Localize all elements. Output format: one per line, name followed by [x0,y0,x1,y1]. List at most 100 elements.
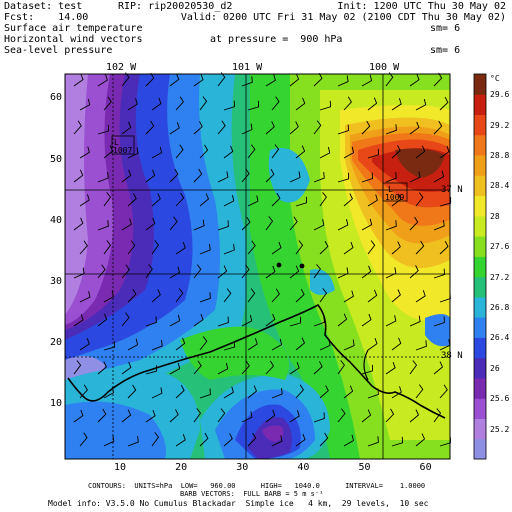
colorbar-unit: °C [490,74,500,83]
wind-barb [151,289,161,303]
wind-barb [151,146,163,159]
wind-barb [289,171,301,183]
wind-barb [247,288,256,303]
wind-barb [97,361,107,375]
wind-barb [313,412,325,423]
wind-barb [409,73,420,87]
color-bar [474,74,486,460]
wind-barb [247,100,260,111]
wind-barb [145,264,153,279]
wind-barb [217,120,226,135]
wind-barb [199,292,211,303]
wind-barb [319,288,328,303]
wind-barb [193,219,205,231]
wind-barb [415,192,424,207]
wind-barb [271,144,280,159]
wind-barb [271,96,280,111]
wind-barb [289,121,299,135]
wind-barb [97,74,108,87]
wind-barb [439,145,450,159]
wind-barb [433,72,443,87]
temperature-field [65,74,450,459]
wind-barb [247,385,258,399]
wind-barb [103,96,112,111]
wind-barb [271,435,283,447]
field3-smoothing: sm= 6 [430,45,461,56]
wind-barb [199,336,208,351]
wind-barb [313,72,323,87]
wind-barb [151,387,163,399]
wind-barb [127,384,137,399]
wind-barb [241,411,253,423]
wind-barb [433,120,443,135]
wind-barb [121,169,132,183]
wind-barb [289,265,300,279]
wind-barb [193,264,202,279]
wind-barb [217,220,229,231]
wind-barb [97,171,109,183]
wind-barb [391,386,402,399]
wind-barb [145,365,158,375]
field-wind-vectors: Horizontal wind vectors [4,34,143,45]
wind-barb [121,218,132,231]
wind-barb [97,124,110,135]
x-tick-label: 40 [297,462,310,473]
wind-barb [127,240,136,255]
lat-label-37n: 37 N [441,185,463,195]
forecast-hour: Fcst: 14.00 [4,12,89,23]
wind-barb [361,172,373,183]
wind-barb [97,313,108,327]
wind-barb [409,171,421,183]
wind-barbs [73,72,452,447]
wind-barb [439,436,451,447]
colorbar-swatch [474,215,486,237]
wind-barb [385,124,397,135]
wind-barb [103,386,115,399]
wind-barb [103,341,116,351]
wind-barb [361,364,373,375]
wind-barb [175,288,184,303]
wind-barb [409,360,418,375]
wind-barb [193,313,204,327]
wind-barb [223,194,235,207]
dataset-label: Dataset: test [4,1,83,12]
wind-barb [367,388,379,399]
wind-barb [439,384,448,399]
wind-barb [193,121,203,135]
wind-barb [73,120,82,135]
colorbar-swatch [474,276,486,298]
wind-barb [199,193,210,207]
wind-barb [175,96,184,111]
pressure-low-letter: L [114,138,119,147]
wind-barb [433,408,442,423]
wind-pressure-level: at pressure = 900 hPa [210,34,343,45]
wind-barb [169,122,180,135]
state-border-line [67,303,446,419]
wind-barb [247,195,259,207]
wind-barb [169,362,181,375]
wind-barb [313,172,325,183]
colorbar-label: 28.4 [490,181,510,191]
colorbar-label: 27.6 [490,242,510,252]
wind-barb [79,291,91,303]
wind-barb [391,436,403,447]
wind-barb [73,73,84,87]
wind-barb [145,169,156,183]
wind-barb [439,197,452,207]
y-tick-label: 30 [50,275,63,287]
footer-contours: CONTOURS: UNITS=hPa LOW= 960.00 HIGH= 10… [88,482,426,490]
wind-barb [103,192,112,207]
wind-barb [337,219,349,231]
init-time: Init: 1200 UTC Thu 30 May 02 [337,1,506,12]
wind-barb [343,434,355,447]
footer-model-info: Model info: V3.5.0 No Cumulus Blackadar … [48,499,429,508]
wind-barb [385,315,397,327]
lat-label-38n: 38 N [441,351,463,361]
lon-label-100w: 100 W [369,62,400,73]
wind-barb [145,120,155,135]
wind-barb [247,432,257,447]
colorbar-label: 26.4 [490,333,510,343]
wind-barb [337,124,349,135]
wind-barb [145,316,157,327]
